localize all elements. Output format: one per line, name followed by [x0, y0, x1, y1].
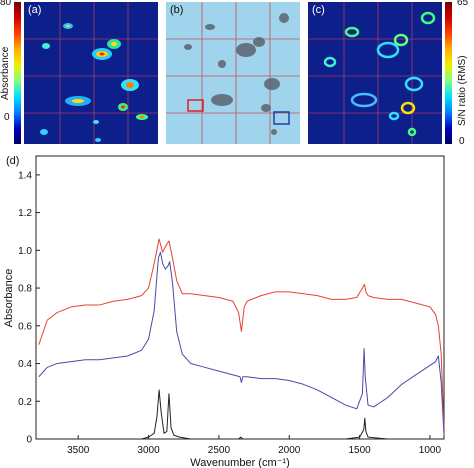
- x-tick-label: 2500: [208, 445, 231, 456]
- series-line-1: [38, 238, 445, 430]
- panel-b-tag: (b): [170, 4, 184, 16]
- x-tick-label: 1500: [348, 445, 371, 456]
- panel-c-image: [308, 2, 442, 144]
- y-axis-label: Absorbance: [3, 269, 15, 328]
- y-axis-ticks: 0 0.2 0.4 0.6 0.8 1.0 1.2 1.4: [18, 170, 40, 446]
- series-line-2: [38, 251, 445, 436]
- y-tick-label: 0.8: [18, 284, 32, 295]
- x-tick-label: 1000: [419, 445, 442, 456]
- panel-a-tag: (a): [28, 4, 42, 16]
- panel-a-image: [24, 2, 158, 144]
- colorbar-left-min: 0: [4, 112, 10, 123]
- spectrum-chart: (d) 0 0.2 0.4 0.6 0.8 1.0 1.2 1.4 3500 3000 2500 2…: [3, 155, 445, 468]
- colorbar-right-label: S/N ratio (RMS): [457, 55, 468, 126]
- panel-b-image: [166, 2, 300, 144]
- chart-panel-tag: (d): [6, 155, 19, 167]
- y-tick-label: 1.0: [18, 246, 32, 257]
- x-tick-label: 3000: [137, 445, 160, 456]
- colorbar-right-min: 0: [459, 136, 465, 147]
- plot-frame: [35, 155, 445, 440]
- colorbar-left-max: 80: [0, 0, 12, 8]
- x-axis-ticks: 3500 3000 2500 2000 1500 1000: [67, 435, 441, 456]
- y-tick-label: 0: [26, 435, 32, 446]
- y-tick-label: 0.4: [18, 359, 32, 370]
- colorbar-left-label: Absorbance: [0, 46, 11, 100]
- colorbar-left: [14, 2, 21, 144]
- y-tick-label: 0.2: [18, 397, 32, 408]
- colorbar-right: [445, 2, 452, 144]
- colorbar-right-max: 65: [457, 0, 469, 8]
- panel-c-tag: (c): [312, 4, 325, 16]
- series-group: [38, 238, 445, 440]
- x-tick-label: 2000: [278, 445, 301, 456]
- x-axis-label: Wavenumber (cm⁻¹): [190, 457, 290, 468]
- y-tick-label: 0.6: [18, 321, 32, 332]
- y-tick-label: 1.4: [18, 170, 32, 181]
- y-tick-label: 1.2: [18, 208, 32, 219]
- x-tick-label: 3500: [67, 445, 90, 456]
- series-line-3: [38, 389, 444, 440]
